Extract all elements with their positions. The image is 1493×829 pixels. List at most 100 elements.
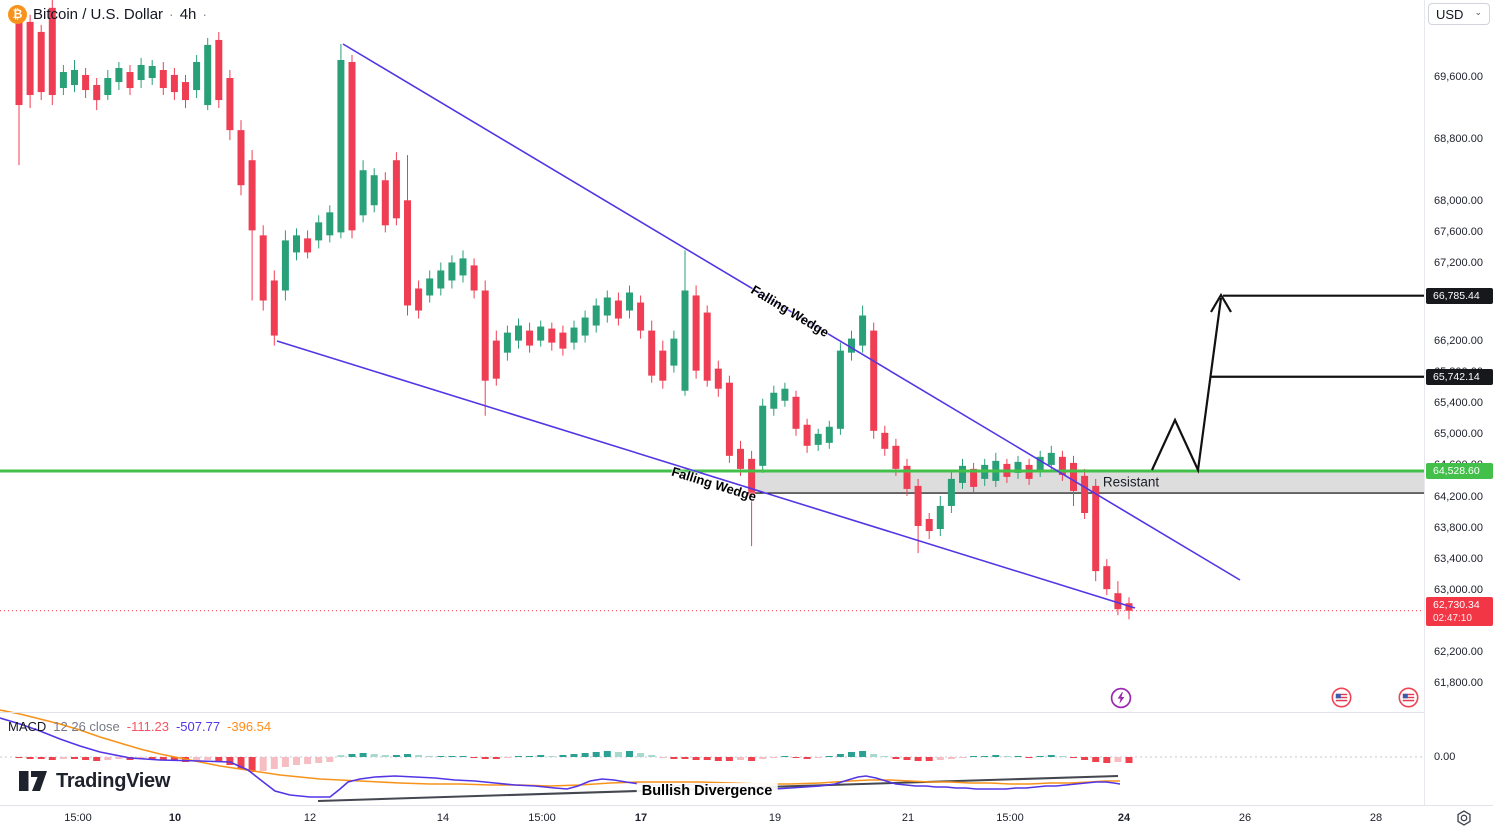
macd-histogram-bar (1014, 756, 1022, 757)
candle-body (415, 288, 423, 311)
macd-legend[interactable]: MACD 12 26 close -111.23 -507.77 -396.54 (8, 719, 271, 734)
macd-histogram-bar (37, 757, 45, 759)
macd-histogram-bar (725, 757, 733, 761)
candle-body (159, 70, 167, 89)
candle-body (492, 340, 500, 379)
macd-histogram-bar (1036, 756, 1044, 757)
wedge-upper-trendline (342, 43, 1241, 581)
resistance-price-badge: 64,528.60 (1426, 463, 1493, 479)
candle-body (1114, 593, 1122, 610)
macd-histogram-bar (970, 756, 978, 757)
tradingview-watermark[interactable]: TradingView (18, 768, 170, 794)
bullish-divergence-label[interactable]: Bullish Divergence (636, 783, 778, 799)
macd-histogram-bar (825, 756, 833, 757)
currency-label: USD (1436, 6, 1464, 22)
wedge-lower-trendline (276, 340, 1136, 609)
candle-body (1081, 475, 1089, 514)
macd-histogram-bar (1125, 757, 1133, 763)
macd-histogram-bar (526, 756, 534, 757)
watermark-text: TradingView (56, 769, 171, 792)
candle-body (914, 485, 922, 526)
time-scale[interactable]: 15:00 10 12 14 15:00 17 19 21 15:00 24 26 28 (0, 806, 1493, 829)
candle-body (426, 278, 434, 296)
projection-arrow (1151, 297, 1223, 474)
macd-histogram-bar (714, 757, 722, 761)
macd-histogram-bar (503, 757, 511, 758)
macd-histogram-bar (270, 757, 278, 769)
candlestick-chart[interactable] (0, 0, 1424, 805)
macd-histogram-bar (914, 757, 922, 761)
time-tick-label: 15:00 (996, 812, 1024, 824)
macd-zero-label: 0.00 (1434, 751, 1456, 763)
macd-histogram-bar (259, 757, 267, 771)
current-price-badge: 62,730.34 02:47:10 (1426, 596, 1493, 626)
candle-body (281, 240, 289, 291)
time-axis-divider (0, 805, 1493, 806)
candle-body (848, 338, 855, 353)
current-price-value: 62,730.34 (1433, 598, 1480, 611)
macd-histogram-bar (792, 757, 800, 758)
macd-histogram-bar (692, 757, 700, 760)
macd-histogram-bar (803, 757, 811, 759)
macd-signal-value: -396.54 (227, 719, 272, 734)
candle-body (293, 235, 300, 253)
candle-body (182, 82, 189, 101)
candle-body (681, 290, 689, 391)
candle-body (748, 458, 756, 496)
macd-histogram-bar (703, 757, 711, 760)
macd-histogram-bar (559, 755, 567, 757)
time-tick-label: 26 (1238, 812, 1252, 824)
price-scale[interactable]: USD ⌄ 69,600.00 68,800.00 68,000.00 67,600.… (1424, 0, 1493, 805)
macd-histogram-bar (1103, 757, 1111, 763)
candle-body (104, 78, 112, 96)
macd-histogram-bar (170, 757, 178, 761)
candle-body (82, 74, 90, 91)
candle-body (537, 326, 545, 341)
candle-body (703, 312, 711, 381)
alert-lightning-icon[interactable] (1110, 687, 1132, 714)
macd-histogram-bar (759, 757, 767, 759)
candle-body (392, 160, 400, 219)
candle-body (115, 67, 123, 83)
candle-body (348, 62, 356, 231)
macd-histogram-bar (104, 757, 112, 760)
candle-body (836, 350, 844, 429)
symbol-header[interactable]: ₿ Bitcoin / U.S. Dollar · 4h · (8, 3, 207, 25)
macd-histogram-bar (814, 757, 822, 758)
candle-body (48, 7, 56, 96)
macd-histogram-bar (936, 757, 944, 760)
candle-body (148, 65, 156, 79)
macd-histogram-bar (193, 757, 201, 761)
panel-divider[interactable] (0, 712, 1493, 713)
settings-gear-icon[interactable] (1455, 809, 1473, 827)
candle-body (825, 426, 833, 443)
us-flag-event-icon[interactable] (1398, 687, 1419, 713)
macd-histogram-bar (603, 751, 611, 757)
candle-body (337, 59, 345, 233)
macd-histogram-bar (248, 757, 256, 772)
macd-histogram-bar (437, 756, 445, 757)
macd-histogram-bar (59, 757, 67, 759)
macd-histogram-bar (159, 757, 167, 760)
macd-histogram-bar (281, 757, 289, 767)
macd-histogram-bar (304, 757, 312, 764)
us-flag-event-icon[interactable] (1331, 687, 1352, 713)
macd-histogram-bar (1047, 755, 1055, 757)
resistant-zone-label[interactable]: Resistant (1102, 474, 1160, 490)
price-tick-label: 66,200.00 (1434, 335, 1483, 348)
candle-body (503, 332, 511, 353)
time-tick-label: 17 (634, 812, 648, 824)
candle-body (1092, 485, 1100, 572)
candle-body (814, 433, 822, 445)
candle-body (1058, 456, 1066, 475)
currency-toggle-button[interactable]: USD ⌄ (1428, 3, 1490, 25)
candle-body (714, 368, 722, 389)
separator-dot: · (202, 6, 208, 22)
macd-histogram-bar (959, 757, 966, 758)
interval-label[interactable]: 4h (179, 5, 197, 23)
candle-body (581, 317, 589, 336)
symbol-title[interactable]: Bitcoin / U.S. Dollar (33, 5, 164, 23)
macd-histogram-bar (781, 756, 789, 757)
time-tick-label: 15:00 (64, 812, 92, 824)
separator-dot: · (169, 6, 174, 22)
